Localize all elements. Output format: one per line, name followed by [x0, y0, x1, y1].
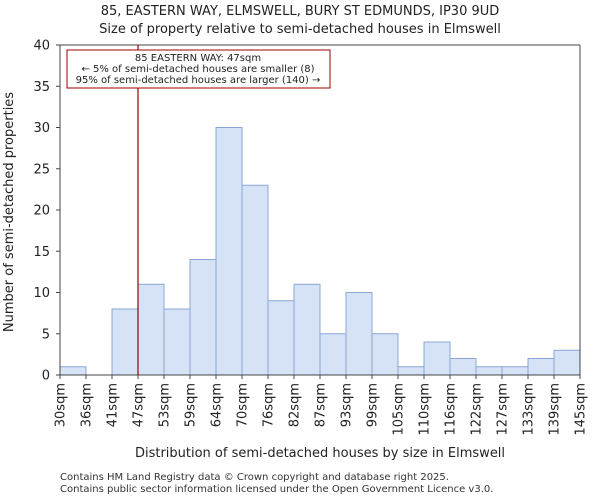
y-tick-label-5: 5	[42, 327, 50, 342]
x-tick-label-122sqm: 122sqm	[470, 383, 485, 436]
x-tick-label-70sqm: 70sqm	[236, 383, 251, 427]
bar-53sqm	[163, 308, 191, 376]
x-tick-label-76sqm: 76sqm	[262, 383, 277, 427]
y-tick-label-30: 30	[33, 121, 50, 136]
bar-64sqm	[215, 127, 243, 376]
x-tick-label-59sqm: 59sqm	[184, 383, 199, 427]
x-tick-label-99sqm: 99sqm	[366, 383, 381, 427]
bar-59sqm	[189, 259, 217, 376]
x-tick-label-47sqm: 47sqm	[132, 383, 147, 427]
y-tick-label-35: 35	[33, 80, 50, 95]
x-tick-label-87sqm: 87sqm	[314, 383, 329, 427]
x-tick-label-116sqm: 116sqm	[444, 383, 459, 436]
x-tick-label-139sqm: 139sqm	[548, 383, 563, 436]
x-tick-label-127sqm: 127sqm	[496, 383, 511, 436]
bar-87sqm	[319, 333, 347, 376]
bar-93sqm	[345, 292, 373, 376]
bar-70sqm	[241, 184, 269, 376]
bar-139sqm	[553, 349, 581, 376]
y-tick-label-40: 40	[33, 39, 50, 54]
annotation-line-1: 85 EASTERN WAY: 47sqm	[135, 53, 261, 64]
bar-105sqm	[397, 366, 425, 376]
y-tick-label-20: 20	[33, 204, 50, 219]
bar-116sqm	[449, 358, 477, 376]
annotation-box	[66, 49, 331, 89]
bar-47sqm	[137, 283, 165, 376]
y-tick-label-15: 15	[33, 245, 50, 260]
annotation-line-2: ← 5% of semi-detached houses are smaller…	[81, 64, 314, 75]
chart-title-line-2: Size of property relative to semi-detach…	[99, 22, 501, 37]
y-tick-label-10: 10	[33, 286, 50, 301]
bar-122sqm	[475, 366, 503, 376]
bar-30sqm	[59, 366, 87, 376]
x-tick-label-30sqm: 30sqm	[54, 383, 69, 427]
y-tick-label-25: 25	[33, 162, 50, 177]
x-tick-label-93sqm: 93sqm	[340, 383, 355, 427]
x-tick-label-145sqm: 145sqm	[574, 383, 589, 436]
bar-133sqm	[527, 358, 555, 376]
bar-41sqm	[111, 308, 139, 376]
x-tick-label-110sqm: 110sqm	[418, 383, 433, 436]
y-tick-label-0: 0	[42, 369, 50, 384]
x-tick-label-105sqm: 105sqm	[392, 383, 407, 436]
bar-127sqm	[501, 366, 529, 376]
bar-99sqm	[371, 333, 399, 376]
bar-82sqm	[293, 283, 321, 376]
x-tick-label-133sqm: 133sqm	[522, 383, 537, 436]
bar-110sqm	[423, 341, 451, 376]
footer-line-2: Contains public sector information licen…	[60, 484, 494, 495]
x-tick-label-82sqm: 82sqm	[288, 383, 303, 427]
annotation-line-3: 95% of semi-detached houses are larger (…	[76, 75, 321, 86]
x-tick-label-64sqm: 64sqm	[210, 383, 225, 427]
chart-title-line-1: 85, EASTERN WAY, ELMSWELL, BURY ST EDMUN…	[101, 4, 500, 19]
footer-line-1: Contains HM Land Registry data © Crown c…	[60, 472, 449, 483]
x-tick-label-41sqm: 41sqm	[106, 383, 121, 427]
x-tick-label-36sqm: 36sqm	[80, 383, 95, 427]
y-axis-label: Number of semi-detached properties	[2, 92, 17, 332]
bar-76sqm	[267, 300, 295, 376]
x-tick-label-53sqm: 53sqm	[158, 383, 173, 427]
x-axis-label: Distribution of semi-detached houses by …	[135, 446, 505, 461]
